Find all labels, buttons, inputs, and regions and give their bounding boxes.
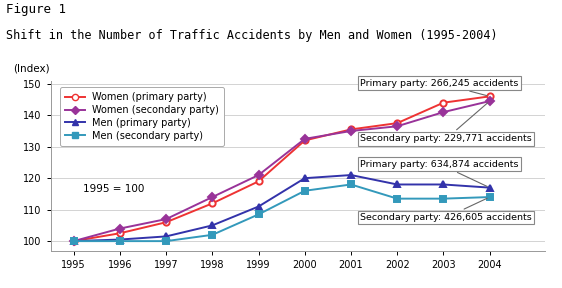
Text: Primary party: 266,245 accidents: Primary party: 266,245 accidents	[360, 79, 519, 96]
Text: 1995 = 100: 1995 = 100	[83, 184, 144, 194]
Text: (Index): (Index)	[13, 64, 50, 74]
Text: Secondary party: 229,771 accidents: Secondary party: 229,771 accidents	[360, 103, 532, 143]
Text: Shift in the Number of Traffic Accidents by Men and Women (1995-2004): Shift in the Number of Traffic Accidents…	[6, 29, 497, 42]
Text: Figure 1: Figure 1	[6, 3, 66, 16]
Text: Primary party: 634,874 accidents: Primary party: 634,874 accidents	[360, 160, 519, 186]
Text: Secondary party: 426,605 accidents: Secondary party: 426,605 accidents	[360, 198, 532, 222]
Legend: Women (primary party), Women (secondary party), Men (primary party), Men (second: Women (primary party), Women (secondary …	[60, 87, 224, 146]
